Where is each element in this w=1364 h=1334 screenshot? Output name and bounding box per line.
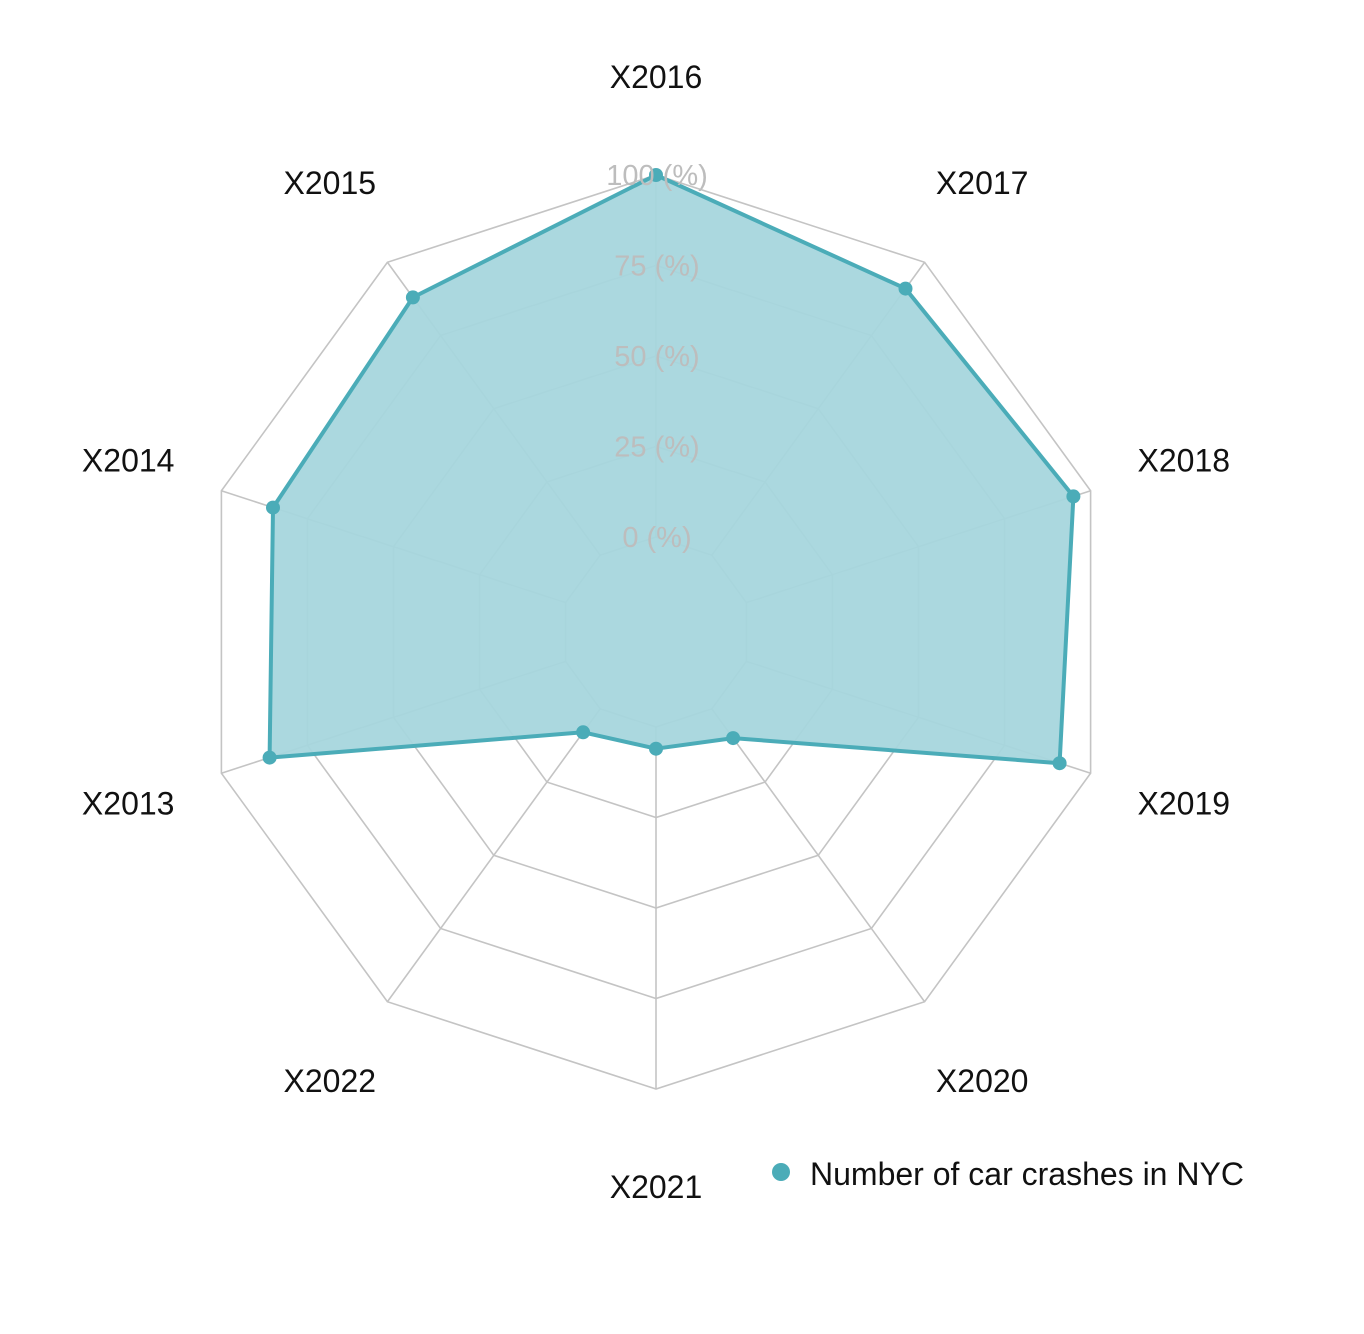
axis-label-x2021: X2021 [610,1169,703,1205]
data-point-x2015 [405,290,420,305]
data-point-x2019 [1052,756,1067,771]
axis-label-x2019: X2019 [1138,786,1231,822]
axis-label-x2015: X2015 [284,165,377,201]
data-point-x2013 [262,750,277,765]
data-point-x2016 [649,168,663,182]
axis-label-x2013: X2013 [82,786,175,822]
data-point-x2020 [726,731,741,746]
ring-label-50: 50 (%) [614,341,699,373]
ring-label-100: 100 (%) [606,160,708,192]
data-point-x2018 [1066,489,1081,504]
radar-series [262,168,1081,771]
axis-label-x2017: X2017 [936,165,1029,201]
data-point-x2022 [576,725,591,740]
data-point-x2014 [266,500,280,515]
ring-label-75: 75 (%) [614,251,699,283]
data-point-x2017 [898,281,913,296]
axis-labels: X2013 X2014 X2015 X2016 X2017 X2018 X2019 X2020… [82,59,1230,1205]
ring-label-25: 25 (%) [614,432,699,464]
axis-label-x2022: X2022 [284,1063,377,1099]
ring-label-0: 0 (%) [622,522,691,554]
axis-label-x2020: X2020 [936,1063,1029,1099]
legend-marker [772,1163,790,1181]
ring-labels: 0 (%) 25 (%) 50 (%) 75 (%) 100 (%) [606,160,708,554]
data-point-x2021 [649,741,663,756]
grid-spoke-x2020 [711,708,926,1003]
axis-label-x2018: X2018 [1138,443,1231,479]
axis-label-x2016: X2016 [610,59,703,95]
legend: Number of car crashes in NYC [772,1156,1244,1192]
grid-spoke-x2022 [386,708,601,1003]
legend-label: Number of car crashes in NYC [810,1156,1244,1192]
axis-label-x2014: X2014 [82,443,175,479]
